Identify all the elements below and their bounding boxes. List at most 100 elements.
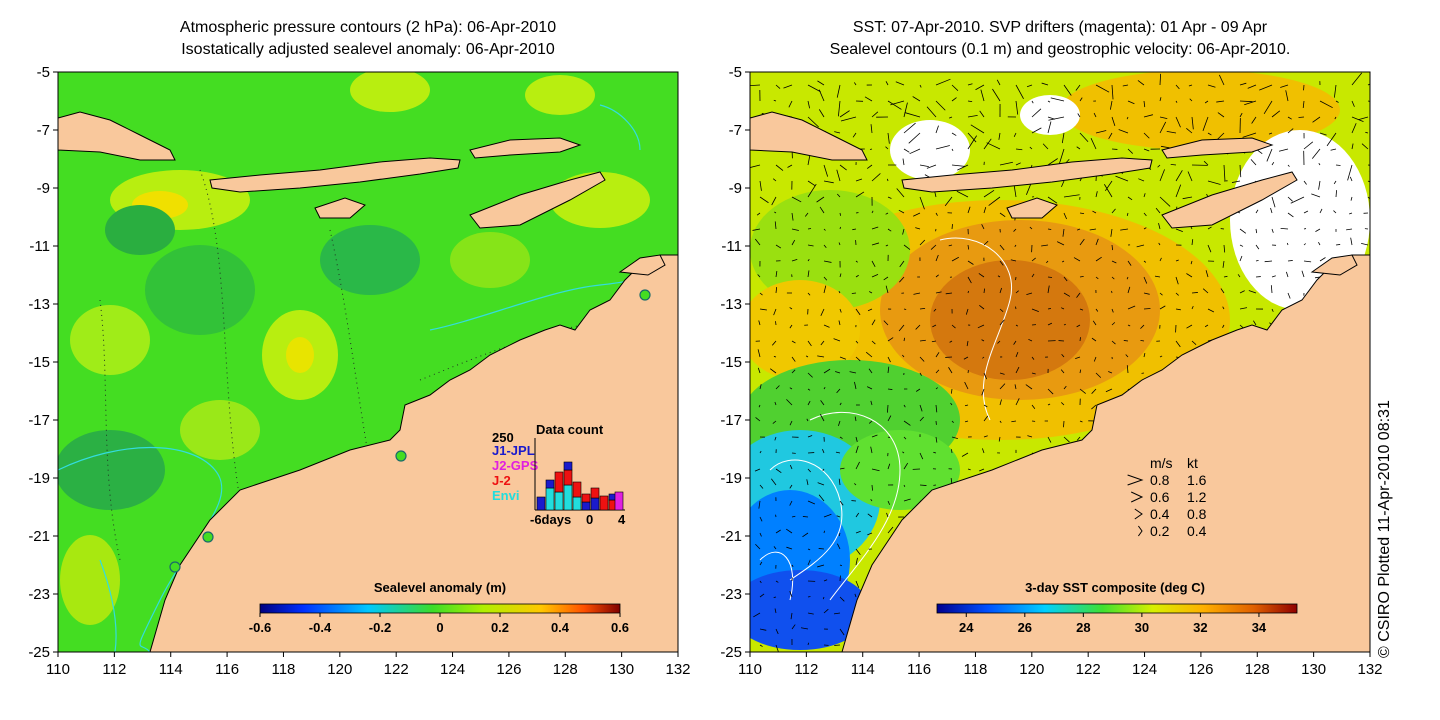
velocity-arrow [1271,110,1281,118]
velocity-arrow [838,291,841,294]
velocity-arrow [1143,114,1154,118]
velocity-arrow [759,292,763,296]
velocity-arrow [1278,148,1289,152]
right-xtick-label: 116 [907,661,931,678]
velocity-arrow [819,413,825,422]
velocity-arrow [773,99,777,102]
velocity-arrow [1026,84,1033,88]
velocity-arrow [986,142,1001,150]
velocity-key-ms: 0.6 [1150,489,1170,505]
velocity-arrow [1255,259,1259,262]
velocity-arrow [823,530,825,534]
right-ytick-label: -11 [721,238,742,255]
velocity-arrow [933,308,937,312]
right-map [750,72,1370,652]
left-map-axes: 110 112 114 116 118 120 122 124 126 128 130 132 -5 -7… [28,64,690,678]
velocity-arrow [1287,260,1293,262]
velocity-arrow [789,387,793,390]
velocity-arrow [759,644,763,647]
velocity-arrow [759,532,762,537]
velocity-arrow [1095,238,1099,246]
velocity-arrow [791,356,796,362]
velocity-arrow [1159,73,1162,86]
velocity-arrow [805,355,809,358]
left-xtick-label: 132 [665,661,690,678]
sst-colorbar: 3-day SST composite (deg C) 24 26 28 30 32 34 [936,580,1298,635]
velocity-arrow [967,260,974,265]
velocity-arrow [1175,259,1179,262]
velocity-arrow [999,308,1004,312]
velocity-arrow [951,324,956,329]
velocity-arrow [807,596,811,598]
banda-islands-sst [1161,137,1274,159]
velocity-arrow [870,124,873,134]
velocity-arrow [818,494,825,502]
velocity-arrow [1347,164,1353,181]
velocity-arrow [898,324,905,332]
velocity-arrow [752,228,761,231]
velocity-arrow [1013,185,1017,198]
velocity-arrow [1175,276,1179,285]
velocity-arrow [1041,244,1049,247]
right-xtick-label: 126 [1188,661,1213,678]
velocity-arrow [1351,123,1357,134]
velocity-arrow [789,324,793,329]
velocity-arrow [951,164,965,167]
velocity-arrow [817,80,825,86]
velocity-arrow [1143,260,1147,263]
velocity-arrow [759,580,762,584]
velocity-arrow [853,82,857,86]
velocity-arrow [926,106,937,118]
velocity-arrow [1061,132,1065,144]
velocity-arrow [1031,356,1035,360]
velocity-arrow [823,276,828,281]
right-ytick-label: -13 [720,296,742,313]
velocity-arrow [1015,398,1020,406]
velocity-arrow [915,324,921,330]
velocity-arrow [789,420,793,426]
velocity-arrow [1061,180,1065,188]
velocity-arrow [1220,288,1225,294]
velocity-arrow [887,366,890,374]
velocity-arrow [1079,212,1085,215]
velocity-arrow [1270,207,1273,214]
velocity-arrow [1207,84,1216,88]
velocity-arrow [1239,164,1242,178]
velocity-arrow [1076,292,1081,298]
velocity-arrow [1318,241,1321,246]
velocity-arrow [839,226,841,230]
velocity-arrow [1046,260,1049,264]
legend-envi: Envi [492,488,519,503]
velocity-arrow [964,420,969,423]
velocity-arrow [851,292,857,294]
velocity-arrow [759,196,769,204]
velocity-arrow [903,498,911,502]
tide-gauge-markers [169,289,651,573]
velocity-arrow [1186,273,1193,278]
velocity-arrow [1223,275,1228,278]
velocity-arrow [975,84,985,91]
velocity-arrow [773,546,777,550]
velocity-arrow [1091,337,1097,342]
data-count-max-label: 250 [492,430,514,445]
velocity-arrow [1063,212,1067,220]
sealevel-colorbar: Sealevel anomaly (m) -0.6 -0.4 -0.2 0 0.2 0.4… [249,580,629,635]
velocity-arrow [871,273,879,278]
velocity-arrow [820,400,825,406]
velocity-arrow [890,100,905,106]
velocity-arrow [786,399,793,406]
velocity-arrow [771,196,777,206]
velocity-arrow [1136,244,1145,248]
left-xtick-label: 112 [102,661,126,678]
left-xtick-label: 118 [271,661,295,678]
velocity-arrow [1286,242,1289,246]
velocity-arrow [895,81,905,86]
velocity-arrow [915,227,921,230]
velocity-arrow [1079,420,1083,423]
velocity-arrow [903,102,908,118]
credit-label: © CSIRO Plotted 11-Apr-2010 08:31 [1376,400,1393,658]
velocity-arrow [1140,339,1145,342]
velocity-arrow [839,628,845,636]
velocity-arrow [887,500,891,505]
velocity-arrow [1091,388,1097,394]
